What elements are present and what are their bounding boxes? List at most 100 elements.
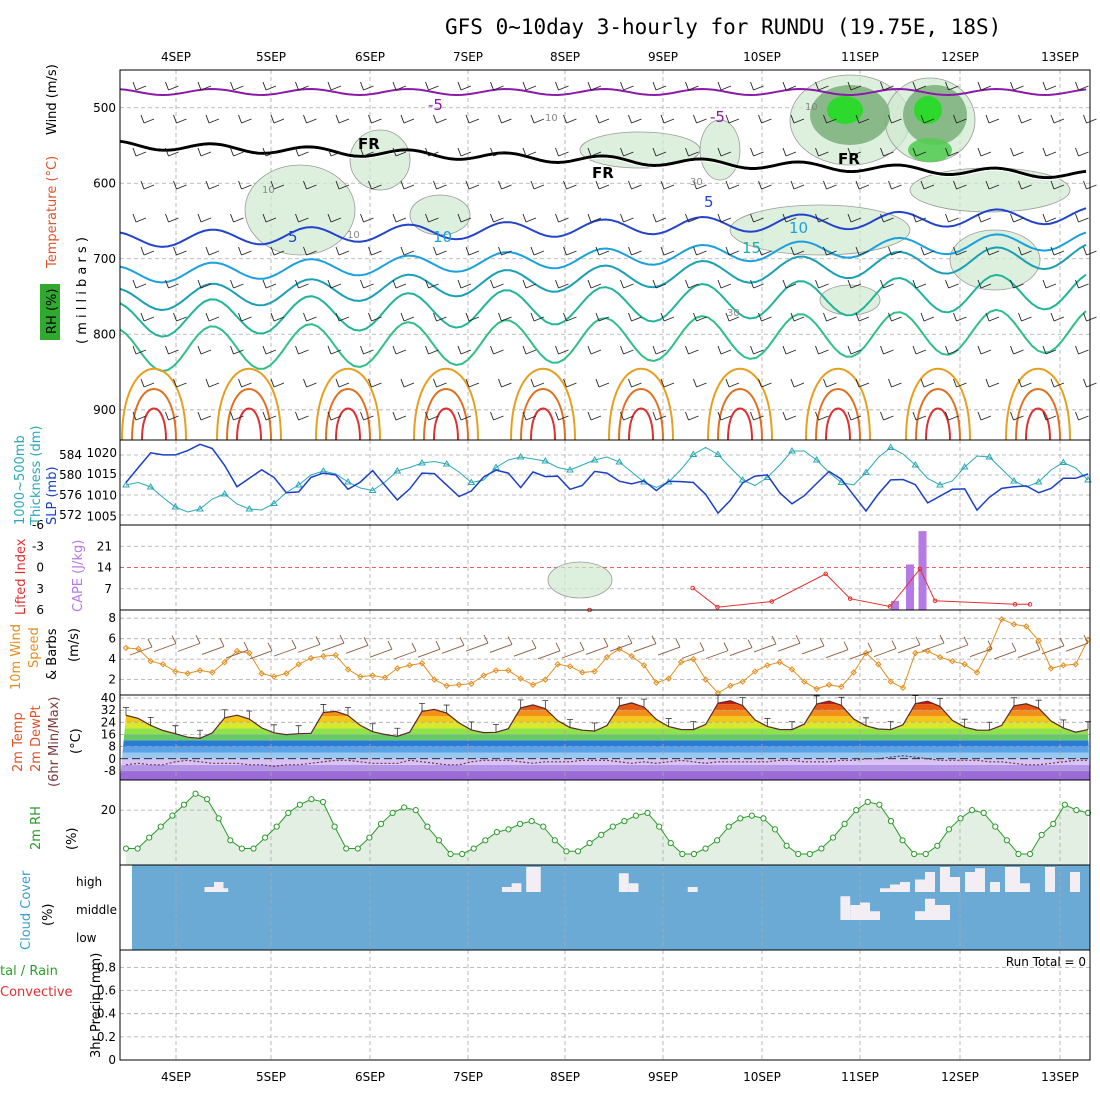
wind-barb	[327, 213, 342, 223]
date-label-top: 8SEP	[550, 50, 580, 64]
wind-barb	[628, 246, 642, 256]
wind-barb	[530, 114, 545, 124]
temp-minmax-whisker	[369, 723, 376, 732]
wind-barb	[1050, 114, 1065, 124]
wind-barb	[230, 279, 244, 289]
temp-minmax-whisker	[641, 698, 647, 708]
rh-marker	[366, 834, 373, 841]
cloud-bar-high	[1020, 883, 1030, 892]
wind-speed-marker	[1035, 637, 1042, 644]
wind-speed-marker	[579, 669, 586, 676]
cape-bar	[906, 564, 914, 610]
rh-marker	[563, 848, 570, 855]
precip-total-label: tal / Rain	[0, 964, 58, 979]
wind-barb	[912, 345, 927, 355]
wind-barb	[238, 312, 252, 322]
contour-label: 15	[742, 239, 761, 257]
temp-line	[125, 700, 1089, 739]
cloud-bar-middle	[870, 911, 880, 920]
wind-barb	[945, 345, 959, 355]
wind-speed-marker	[751, 668, 759, 675]
rh-marker	[690, 850, 698, 858]
wind-barb	[628, 114, 642, 124]
temp-minmax-whisker	[123, 706, 129, 716]
wind-barb	[140, 180, 155, 190]
date-label-top: 6SEP	[355, 50, 385, 64]
wind-barb	[1050, 378, 1065, 388]
upper-axis-labels: RH (%) Temperature (°C) Wind (m/s) ( m i l …	[40, 64, 90, 344]
wind-barb	[368, 246, 382, 256]
wind-barb-10m	[969, 640, 993, 658]
boundary-layer-isotherm	[131, 388, 177, 441]
panel-frame-precip	[119, 949, 1091, 1061]
rh-marker	[250, 845, 257, 852]
wind-barb	[295, 279, 309, 289]
thickness-marker	[220, 490, 229, 497]
thickness-marker	[196, 505, 204, 512]
wind-barb	[985, 180, 1000, 190]
cloud-bar-high	[990, 882, 1000, 892]
boundary-layer-isotherm	[825, 407, 851, 441]
thickness-marker	[1010, 477, 1018, 484]
wind10-label-3: & Barbs	[45, 628, 60, 680]
wind-barb	[262, 345, 277, 355]
wind-barb-10m	[921, 634, 945, 652]
wind-barb	[1010, 279, 1024, 289]
thickness-marker	[171, 503, 180, 510]
thickness-marker	[590, 456, 599, 463]
wind-speed-marker	[912, 649, 919, 657]
wind-barb-10m	[705, 642, 729, 660]
wind-barb	[392, 411, 407, 421]
wind-barb	[490, 147, 504, 157]
cloud-bar-high	[1070, 872, 1080, 892]
cloud-level-label: low	[76, 931, 97, 945]
wind-barb	[303, 378, 317, 388]
wind10-label-2: Speed	[27, 627, 42, 668]
wind-barb	[392, 279, 407, 289]
temp-minmax-whisker	[295, 725, 302, 734]
wind-barb	[457, 147, 472, 157]
wind-barb	[498, 246, 512, 256]
wind-barb	[1050, 312, 1065, 322]
wind-barb	[230, 411, 244, 421]
wind-barb	[782, 279, 797, 289]
temp-tick: 0	[108, 752, 116, 766]
boundary-layer-isotherm	[325, 388, 371, 441]
wind-barb	[498, 114, 512, 124]
wind-barb	[1042, 279, 1057, 289]
li-marker	[917, 566, 923, 572]
isotherm-5	[119, 207, 1087, 248]
boundary-layer-isotherm	[520, 388, 566, 441]
wind-barb	[595, 246, 610, 256]
contour-label: 10	[545, 113, 558, 124]
temp-minmax-whisker	[345, 707, 351, 716]
wind-barb	[173, 246, 187, 256]
wind-barb-10m	[633, 635, 657, 653]
wind-barb	[522, 213, 537, 223]
wind-barb	[587, 213, 602, 223]
panel-bg-wind	[120, 610, 1090, 695]
wind-barb	[693, 312, 707, 322]
cloud-bar-high	[687, 887, 698, 892]
rh-marker	[853, 807, 860, 814]
boundary-layer-isotherm	[141, 407, 167, 441]
rh-marker	[1015, 850, 1022, 858]
wind-speed-marker	[788, 666, 796, 673]
temp-minmax-whisker	[517, 699, 524, 708]
cloud-bar-high	[214, 882, 224, 892]
wind-barb	[465, 114, 480, 124]
wind-tick: 8	[108, 611, 116, 625]
contour-label: 30	[727, 308, 740, 319]
wind-barb	[1083, 378, 1097, 388]
wind-speed-marker	[825, 681, 833, 688]
wind-speed-marker	[899, 684, 907, 692]
wind-barb	[368, 180, 382, 190]
wind-barb	[847, 81, 862, 91]
rh-marker	[574, 848, 582, 855]
rh-shading	[949, 229, 1041, 291]
wind-barb	[392, 213, 407, 223]
wind-barb	[1050, 246, 1065, 256]
temp-minmax-whisker	[172, 725, 179, 734]
li-marker	[932, 598, 938, 604]
rh-marker	[725, 823, 732, 830]
